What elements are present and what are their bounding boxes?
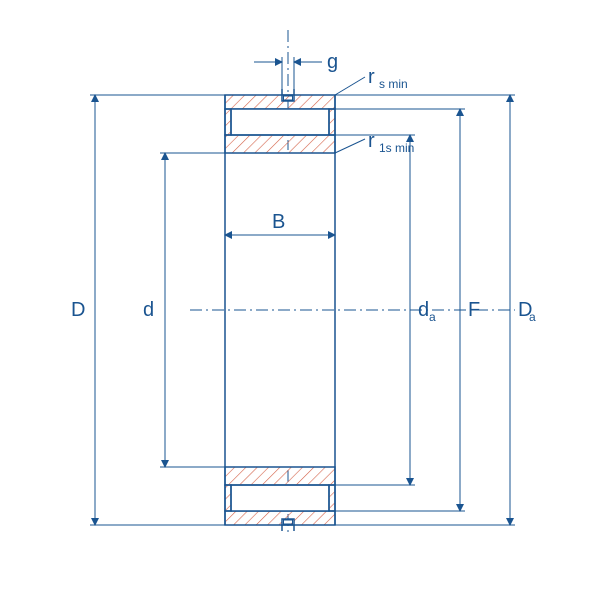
bearing-cross-section-diagram: [0, 0, 600, 600]
